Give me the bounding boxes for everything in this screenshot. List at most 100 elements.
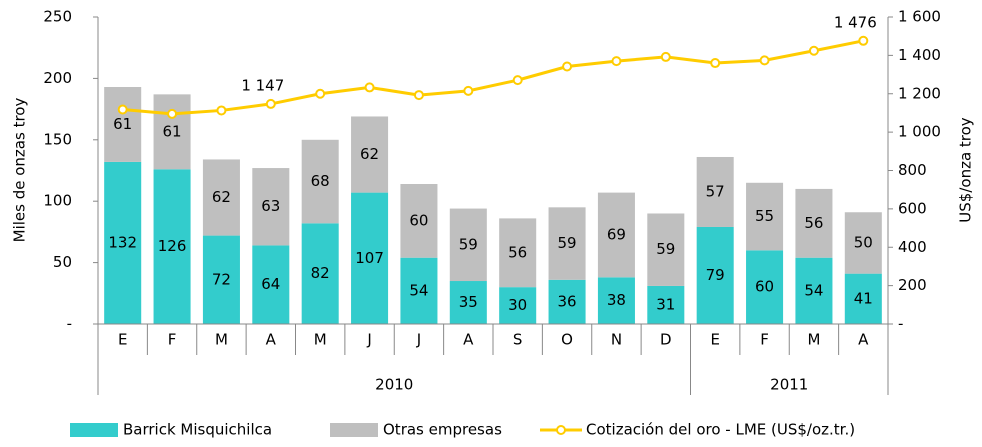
- bar: [202, 235, 240, 324]
- bar-label: 59: [459, 235, 478, 253]
- legend-label: Barrick Misquichilca: [123, 421, 272, 439]
- x-tick-label: J: [416, 331, 421, 349]
- bar: [449, 208, 487, 282]
- bar: [252, 245, 290, 324]
- x-tick-label: A: [858, 331, 869, 349]
- line-marker: [710, 58, 721, 69]
- x-tick-label: N: [611, 331, 622, 349]
- line: [122, 39, 864, 116]
- y2-tick-label: 1 600: [898, 8, 941, 26]
- y2-tick-label: 800: [898, 161, 927, 179]
- bar: [844, 212, 882, 274]
- bar: [153, 169, 191, 324]
- group-label: 2011: [770, 376, 808, 394]
- bar-label: 59: [656, 240, 675, 258]
- bar-label: 50: [854, 233, 873, 251]
- line-marker: [512, 75, 523, 86]
- legend-marker: [556, 425, 566, 435]
- bar-label: 61: [163, 122, 182, 140]
- bar: [153, 94, 191, 170]
- bar: [597, 192, 635, 278]
- legend-swatch: [330, 423, 378, 437]
- y-tick-label: 250: [43, 8, 72, 26]
- bar: [844, 273, 882, 324]
- bar-label: 62: [360, 145, 379, 163]
- y2-axis-label: US$/onza troy: [957, 117, 975, 223]
- legend-label: Cotización del oro - LME (US$/oz.tr.): [586, 421, 855, 439]
- line-marker: [660, 51, 671, 62]
- y2-tick-label: 400: [898, 238, 927, 256]
- line-marker: [315, 88, 326, 99]
- y2-tick-label: 600: [898, 199, 927, 217]
- line-marker: [413, 90, 424, 101]
- bar: [597, 277, 635, 324]
- bar-label: 59: [558, 234, 577, 252]
- bar: [696, 226, 734, 324]
- y2-tick-label: 1 400: [898, 46, 941, 64]
- bar: [746, 250, 784, 324]
- bar: [746, 182, 784, 251]
- bar-label: 54: [409, 281, 428, 299]
- bar: [795, 188, 833, 258]
- bar: [449, 281, 487, 324]
- y2-tick-label: 1 200: [898, 84, 941, 102]
- line-label: 1 147: [241, 76, 284, 94]
- x-tick-label: E: [710, 331, 719, 349]
- line-marker: [216, 105, 227, 116]
- bar-label: 57: [706, 182, 725, 200]
- bar: [647, 285, 685, 324]
- bar-label: 41: [854, 289, 873, 307]
- line-marker: [167, 108, 178, 119]
- bar: [647, 213, 685, 286]
- bar: [202, 159, 240, 236]
- bar-label: 54: [804, 281, 823, 299]
- bar-label: 68: [311, 172, 330, 190]
- bar: [696, 156, 734, 227]
- bar-label: 61: [113, 115, 132, 133]
- bar: [301, 223, 339, 324]
- bar-label: 132: [108, 233, 137, 251]
- line-marker: [364, 82, 375, 93]
- bar-label: 79: [706, 266, 725, 284]
- x-tick-label: A: [266, 331, 277, 349]
- y2-tick-label: -: [898, 315, 903, 333]
- y-tick-label: 150: [43, 130, 72, 148]
- bar-label: 30: [508, 296, 527, 314]
- bar: [104, 161, 142, 324]
- bar-label: 63: [261, 197, 280, 215]
- bar: [795, 257, 833, 324]
- bar-label: 72: [212, 270, 231, 288]
- bar-label: 82: [311, 264, 330, 282]
- line-marker: [117, 104, 128, 115]
- y2-tick-label: 1 000: [898, 123, 941, 141]
- x-tick-label: M: [807, 331, 820, 349]
- x-tick-label: M: [314, 331, 327, 349]
- line-marker: [562, 61, 573, 72]
- bar: [548, 207, 586, 280]
- bar: [351, 116, 389, 193]
- x-tick-label: E: [118, 331, 127, 349]
- bar-label: 107: [355, 249, 384, 267]
- bar: [400, 184, 438, 258]
- bar: [252, 168, 290, 246]
- y-tick-label: -: [67, 315, 72, 333]
- bar: [351, 192, 389, 324]
- bar-label: 36: [558, 292, 577, 310]
- line-marker: [265, 98, 276, 109]
- y-tick-label: 100: [43, 192, 72, 210]
- bar: [499, 218, 537, 288]
- line-marker: [858, 35, 869, 46]
- x-tick-label: J: [366, 331, 371, 349]
- group-label: 2010: [375, 376, 413, 394]
- x-tick-label: M: [215, 331, 228, 349]
- bar: [301, 139, 339, 224]
- y-axis-label: Miles de onzas troy: [11, 98, 29, 243]
- line-marker: [808, 45, 819, 56]
- line-label: 1 476: [834, 13, 877, 31]
- legend-swatch: [70, 423, 118, 437]
- line-marker: [759, 55, 770, 66]
- bar-label: 56: [508, 243, 527, 261]
- bar: [499, 287, 537, 324]
- legend-label: Otras empresas: [383, 421, 502, 439]
